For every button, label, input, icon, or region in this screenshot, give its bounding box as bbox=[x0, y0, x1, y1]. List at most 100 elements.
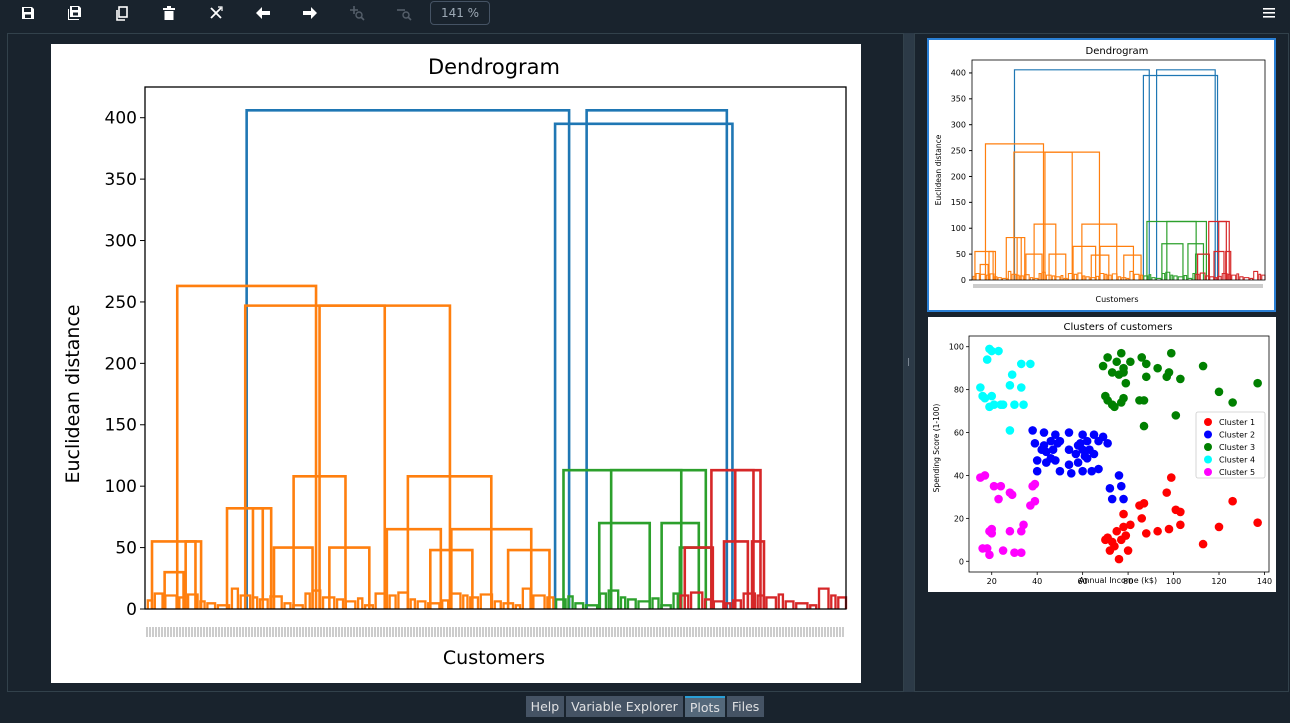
cluster-4-point bbox=[989, 400, 999, 409]
tab-help[interactable]: Help bbox=[525, 696, 565, 717]
cluster-3-point bbox=[1121, 378, 1131, 388]
cluster-3-point bbox=[1153, 363, 1162, 373]
leaf-link bbox=[972, 275, 976, 280]
leaf-link bbox=[1099, 272, 1105, 280]
cluster-3-point bbox=[1228, 398, 1237, 407]
leaf-link bbox=[1023, 274, 1030, 280]
cluster-5-point bbox=[1005, 526, 1015, 536]
leaf-link bbox=[1258, 273, 1262, 280]
x-axis-label: Customers bbox=[443, 647, 545, 669]
save-icon[interactable] bbox=[16, 2, 40, 24]
leaf-link bbox=[1033, 277, 1039, 280]
leaf-link bbox=[1217, 275, 1222, 280]
merge-right bbox=[585, 109, 729, 609]
leaf-link bbox=[979, 273, 986, 280]
leaf-link bbox=[817, 587, 830, 609]
leaf-link bbox=[199, 600, 206, 609]
cluster-3-point bbox=[1119, 393, 1128, 403]
cluster-3-point bbox=[1141, 372, 1151, 382]
cluster-2-point bbox=[1030, 438, 1040, 448]
cluster-2-point bbox=[1028, 426, 1037, 435]
y-tick-label-300: 300 bbox=[105, 231, 137, 251]
leaf-link bbox=[795, 602, 809, 609]
leaf-link bbox=[1227, 273, 1232, 280]
cluster-2-point bbox=[1055, 436, 1065, 446]
leaf-link bbox=[756, 594, 765, 609]
leaf-link bbox=[239, 594, 252, 609]
y-tick-label-400: 400 bbox=[105, 109, 137, 129]
dendrogram-link-28 bbox=[750, 540, 766, 609]
legend-marker-1 bbox=[1204, 418, 1212, 426]
tab-variable-explorer[interactable]: Variable Explorer bbox=[566, 696, 683, 717]
leaf-link bbox=[1195, 273, 1200, 280]
copy-icon[interactable] bbox=[110, 2, 134, 24]
leaf-link bbox=[283, 602, 292, 609]
x-tick-label-120: 120 bbox=[1211, 577, 1226, 586]
y-tick-label-20: 20 bbox=[954, 514, 964, 523]
dendrogram-link-11 bbox=[292, 475, 347, 609]
panel-splitter[interactable] bbox=[904, 33, 914, 692]
cluster-2-point bbox=[1082, 453, 1092, 463]
dendrogram-link-25 bbox=[683, 546, 715, 609]
cluster-4-point bbox=[976, 383, 985, 392]
tab-plots[interactable]: Plots bbox=[684, 696, 725, 717]
leaf-link bbox=[742, 592, 757, 609]
zoom-level-field[interactable]: 141 % bbox=[430, 1, 490, 25]
cluster-3-point bbox=[1098, 361, 1108, 371]
hamburger-menu-icon[interactable] bbox=[1257, 2, 1281, 24]
leaf-link bbox=[1001, 277, 1008, 280]
leaf-link bbox=[363, 604, 374, 609]
leaf-link bbox=[809, 604, 818, 609]
leaf-link bbox=[1007, 270, 1012, 280]
cluster-2-point bbox=[1087, 466, 1097, 476]
cluster-1-point bbox=[1139, 499, 1149, 508]
dendrogram-link-13 bbox=[1048, 253, 1067, 280]
leaf-link bbox=[1055, 276, 1061, 280]
clusters-ylabel: Spending Score (1-100) bbox=[932, 404, 941, 493]
cluster-3-point bbox=[1141, 359, 1151, 369]
remove-all-icon[interactable] bbox=[204, 2, 228, 24]
leaf-link bbox=[374, 592, 389, 609]
cluster-3-point bbox=[1110, 402, 1119, 412]
zoom-in-icon[interactable] bbox=[345, 2, 369, 24]
cluster-1-point bbox=[1176, 520, 1185, 530]
trash-icon[interactable] bbox=[157, 2, 181, 24]
leaf-link bbox=[514, 604, 522, 609]
leaf-link bbox=[1016, 274, 1020, 280]
tab-files[interactable]: Files bbox=[726, 696, 765, 717]
dendrogram-link-17 bbox=[1090, 254, 1110, 280]
dendrogram-link-6 bbox=[974, 250, 994, 280]
y-tick-label-250: 250 bbox=[105, 293, 137, 313]
leaf-link bbox=[1177, 276, 1184, 280]
dendrogram-link-8 bbox=[184, 540, 203, 609]
cluster-4-point bbox=[1016, 359, 1026, 369]
leaf-link bbox=[712, 600, 725, 609]
x-tick-label-80: 80 bbox=[1123, 577, 1133, 586]
y-tick-label-40: 40 bbox=[954, 471, 964, 480]
arrow-right-icon[interactable] bbox=[298, 2, 322, 24]
arrow-left-icon[interactable] bbox=[251, 2, 275, 24]
merge-green-red bbox=[1142, 74, 1219, 280]
leaf-link bbox=[388, 594, 397, 609]
y-tick-label-350: 350 bbox=[105, 170, 137, 190]
leaf-link bbox=[462, 594, 469, 609]
y-tick-label-200: 200 bbox=[951, 172, 966, 181]
clusters-legend: Cluster 1 Cluster 2 Cluster 3 Cluster 4 Clus… bbox=[1195, 411, 1266, 479]
cluster-2-point bbox=[1064, 428, 1074, 437]
leaf-link bbox=[777, 593, 785, 609]
save-all-icon[interactable] bbox=[63, 2, 87, 24]
cluster-1-point bbox=[1198, 539, 1208, 549]
merge-orange-a bbox=[984, 143, 1045, 280]
cluster-2-point bbox=[1048, 445, 1058, 455]
y-axis-label: Euclidean distance bbox=[62, 304, 84, 483]
thumbnail-clusters[interactable]: Clusters of customers Spending Score (1-… bbox=[928, 317, 1276, 592]
leaf-link bbox=[164, 594, 178, 609]
leaf-link bbox=[1261, 274, 1266, 280]
clusters-title: Clusters of customers bbox=[1064, 322, 1173, 333]
dendrogram-link-9 bbox=[1005, 236, 1022, 280]
cluster-2-point bbox=[1114, 471, 1124, 480]
leaf-link bbox=[146, 599, 154, 609]
thumbnail-dendrogram[interactable]: Dendrogram Euclidean distance Customers … bbox=[927, 38, 1276, 312]
leaf-link bbox=[1111, 273, 1118, 280]
zoom-out-icon[interactable] bbox=[392, 2, 416, 24]
